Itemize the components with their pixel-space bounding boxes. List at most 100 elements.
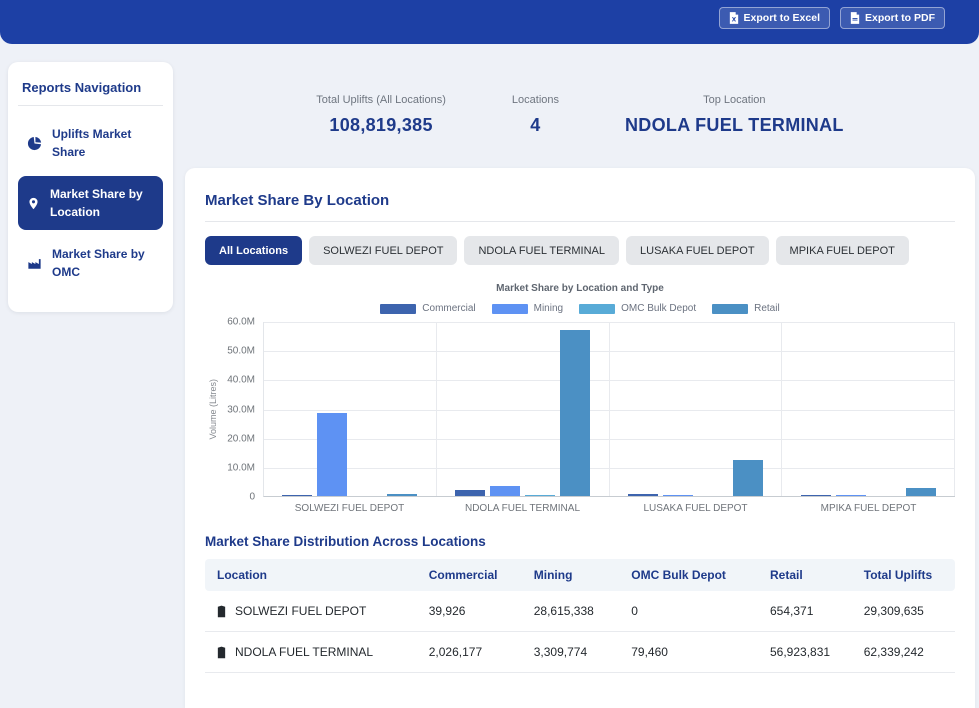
x-label-mpika-fuel-depot: MPIKA FUEL DEPOT [820,503,917,514]
x-label-lusaka-fuel-depot: LUSAKA FUEL DEPOT [643,503,748,514]
bar-retail-lusaka-fuel-depot [732,459,763,496]
export-pdf-label: Export to PDF [865,12,935,24]
location-cell-content: SOLWEZI FUEL DEPOT [215,604,409,618]
bar-group-mpika-fuel-depot [782,322,955,496]
bar-retail-mpika-fuel-depot [905,487,936,496]
location-tabs: All Locations SOLWEZI FUEL DEPOT NDOLA FUE… [205,236,955,265]
value-cell: 2,026,177 [418,631,524,673]
legend-item-commercial: Commercial [380,303,476,314]
sidebar-item-market-share-by-location[interactable]: Market Share by Location [18,176,163,230]
x-label-solwezi-fuel-depot: SOLWEZI FUEL DEPOT [294,503,405,514]
stat-label: Locations [511,94,559,106]
bar-groups [264,322,955,496]
tab-mpika-fuel-depot[interactable]: MPIKA FUEL DEPOT [775,236,909,265]
bar-commercial-mpika-fuel-depot [800,495,831,496]
summary-stats-row: Total Uplifts (All Locations) 108,819,385… [185,62,975,168]
x-label-ndola-fuel-terminal: NDOLA FUEL TERMINAL [464,503,581,514]
value-cell: 56,923,831 [760,631,854,673]
bar-commercial-solwezi-fuel-depot [282,495,313,496]
bar-commercial-lusaka-fuel-depot [627,493,658,496]
export-pdf-button[interactable]: Export to PDF [840,7,945,29]
bar-mining-lusaka-fuel-depot [662,495,693,496]
table-row-solwezi-fuel-depot: SOLWEZI FUEL DEPOT 39,926 28,615,338 0 654,3… [205,591,955,632]
export-excel-button[interactable]: Export to Excel [718,7,830,29]
location-pin-icon [27,196,40,211]
legend-label: Commercial [422,303,476,314]
value-cell: 654,371 [760,591,854,632]
building-icon [215,646,228,659]
bar-retail-ndola-fuel-terminal [560,329,591,496]
column-header-omc-bulk-depot: OMC Bulk Depot [621,559,760,591]
bar-omc-bulk-depot-ndola-fuel-terminal [525,495,556,496]
stat-label: Top Location [703,94,766,106]
legend-item-retail: Retail [712,303,780,314]
bar-mining-solwezi-fuel-depot [317,412,348,496]
gridline [264,322,955,323]
sidebar-nav: Uplifts Market Share Market Share by Loca… [18,116,163,290]
column-header-commercial: Commercial [418,559,524,591]
column-header-mining: Mining [523,559,622,591]
chart-legend: Commercial Mining OMC Bulk Depot Retail [205,303,955,314]
gridline [264,409,955,411]
value-cell: 28,615,338 [523,591,622,632]
export-excel-label: Export to Excel [743,12,820,24]
legend-item-mining: Mining [491,303,564,314]
table-header-row: Location Commercial Mining OMC Bulk Depot Re… [205,559,955,591]
chart-title: Market Share by Location and Type [496,283,664,294]
location-name: NDOLA FUEL TERMINAL [235,645,374,659]
column-header-total-uplifts: Total Uplifts [853,559,955,591]
y-tick: 10.0M [227,462,255,474]
value-cell: 3,309,774 [523,631,622,673]
stat-value: 4 [530,115,541,135]
bar-mining-mpika-fuel-depot [835,495,866,496]
tab-lusaka-fuel-depot[interactable]: LUSAKA FUEL DEPOT [626,236,769,265]
location-name: SOLWEZI FUEL DEPOT [235,604,367,618]
app-header: Export to Excel Export to PDF [0,0,979,44]
stat-top-location: Top Location NDOLA FUEL TERMINAL [625,94,844,136]
value-cell: 0 [621,591,760,632]
y-tick: 0 [249,491,255,503]
bar-group-solwezi-fuel-depot [264,322,437,496]
tab-solwezi-fuel-depot[interactable]: SOLWEZI FUEL DEPOT [309,236,458,265]
y-axis-title: Volume (Litres) [205,322,221,497]
tab-ndola-fuel-terminal[interactable]: NDOLA FUEL TERMINAL [464,236,620,265]
sidebar-item-label: Market Share by OMC [52,247,145,279]
market-share-card: Market Share By Location All Locations SO… [185,168,975,708]
legend-label: Mining [533,303,564,314]
table-row-ndola-fuel-terminal: NDOLA FUEL TERMINAL 2,026,177 3,309,774 79,… [205,631,955,673]
stat-value: NDOLA FUEL TERMINAL [625,115,844,135]
sidebar-item-label: Market Share by Location [50,187,143,219]
stat-total-uplifts-all-locations: Total Uplifts (All Locations) 108,819,385 [316,94,446,136]
gridline [264,380,955,382]
bar-group-lusaka-fuel-depot [610,322,783,496]
legend-swatch [579,303,616,314]
sidebar-item-market-share-by-omc[interactable]: Market Share by OMC [18,236,163,290]
stat-label: Total Uplifts (All Locations) [316,94,446,106]
building-icon [215,605,228,618]
bar-mining-ndola-fuel-terminal [490,486,521,496]
x-axis-labels: SOLWEZI FUEL DEPOT NDOLA FUEL TERMINAL LUS… [263,503,955,514]
sidebar-item-uplifts-market-share[interactable]: Uplifts Market Share [18,116,163,170]
gridline [264,467,955,469]
column-header-retail: Retail [760,559,854,591]
y-tick: 30.0M [227,404,255,415]
y-tick: 60.0M [227,316,255,328]
gridline [264,438,955,440]
tab-all-locations[interactable]: All Locations [205,236,303,265]
market-share-chart: Market Share by Location and Type Commer… [205,283,955,514]
value-cell: 39,926 [418,591,524,632]
legend-swatch [380,303,417,314]
y-axis-ticks: 60.0M 50.0M 40.0M 30.0M 20.0M 10.0M 0 [221,317,263,503]
reports-navigation-sidebar: Reports Navigation Uplifts Market Share M… [8,62,173,312]
legend-swatch [491,303,528,314]
table-title: Market Share Distribution Across Locatio… [205,534,486,549]
y-tick: 50.0M [227,345,255,357]
sidebar-item-label: Uplifts Market Share [52,127,132,159]
y-tick: 20.0M [227,433,255,445]
location-cell: SOLWEZI FUEL DEPOT [205,591,419,632]
stat-value: 108,819,385 [329,115,433,135]
plot [263,322,955,497]
value-cell: 29,309,635 [853,591,955,632]
location-cell-content: NDOLA FUEL TERMINAL [215,645,409,659]
file-pdf-icon [850,12,860,24]
